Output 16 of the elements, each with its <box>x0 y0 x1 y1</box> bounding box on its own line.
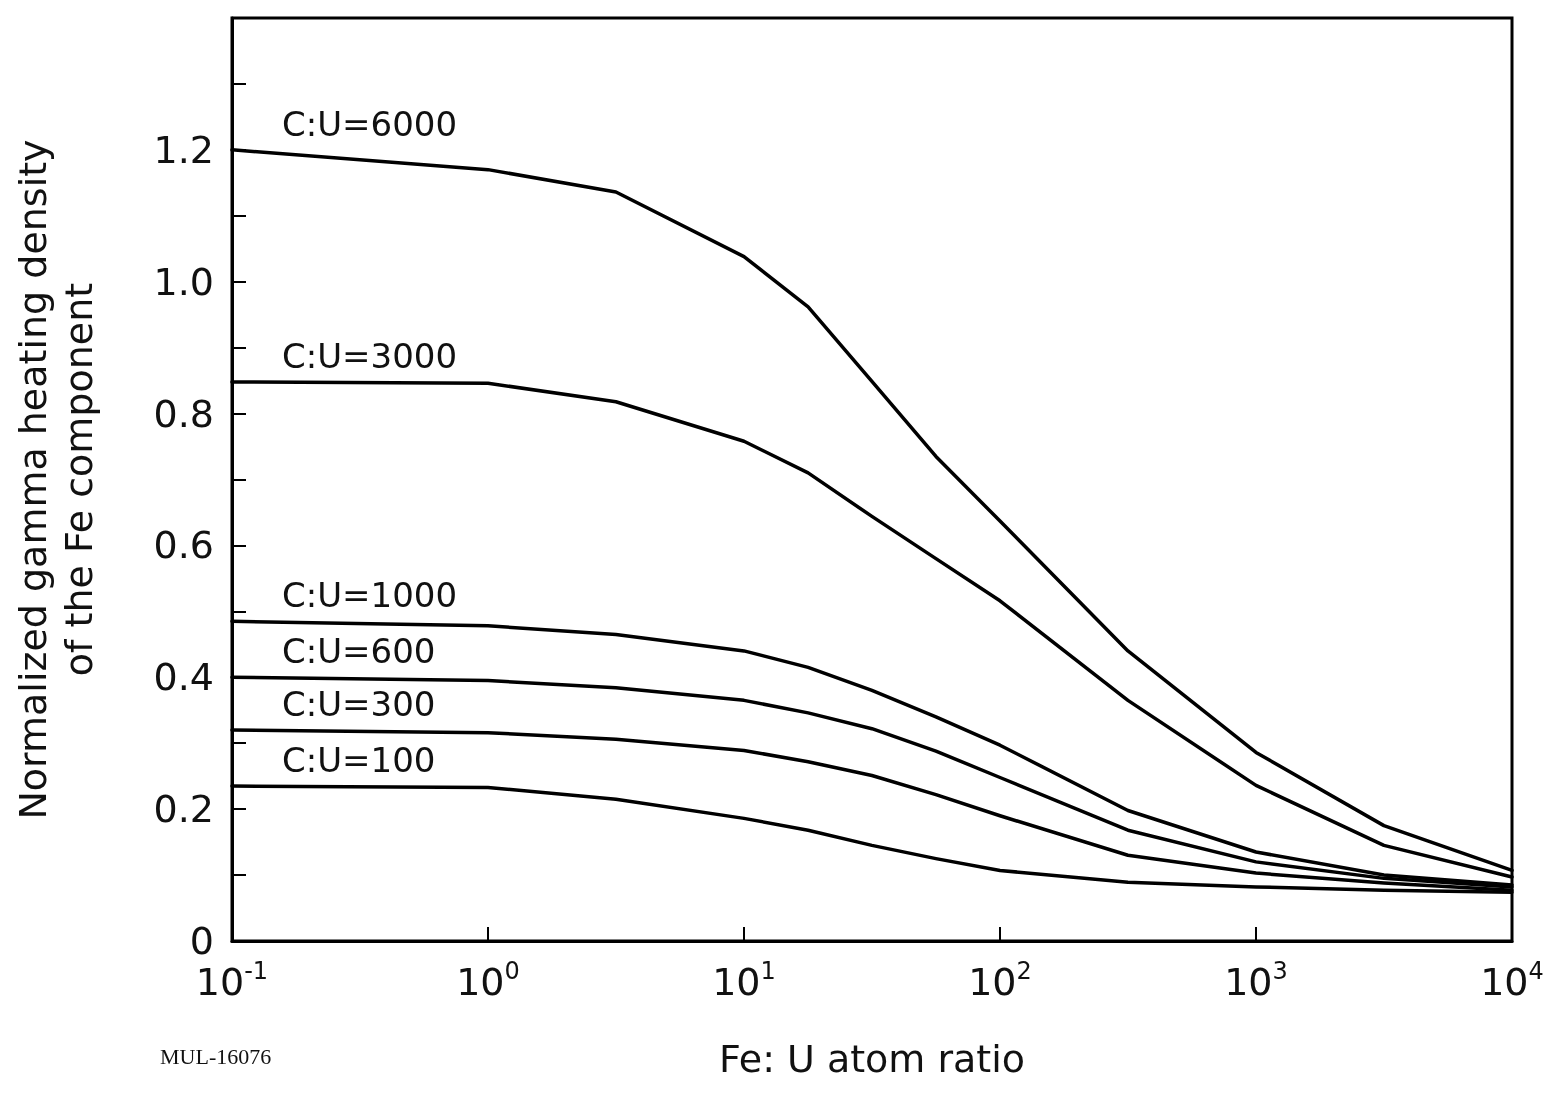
y-tick-label: 1.2 <box>153 127 214 172</box>
y-tick-label: 0.6 <box>153 523 214 568</box>
series-label: C:U=300 <box>282 684 436 725</box>
series-label: C:U=3000 <box>282 335 458 376</box>
y-tick-label: 0 <box>189 919 214 963</box>
series-label: C:U=6000 <box>282 103 458 144</box>
y-tick-label: 0.2 <box>153 787 214 832</box>
series-label: C:U=1000 <box>282 575 458 616</box>
series-label: C:U=100 <box>282 740 436 781</box>
text: MUL-16076 <box>160 1043 272 1069</box>
y-tick-label: 0.4 <box>153 655 214 700</box>
series-label: C:U=600 <box>282 631 436 672</box>
y-axis-title: Normalized gamma heating density of the Fe component <box>11 139 101 820</box>
y-tick-label: 0.8 <box>153 391 214 436</box>
y-tick-label: 1.0 <box>153 259 214 304</box>
x-axis-title: Fe: U atom ratio <box>718 1037 1026 1081</box>
